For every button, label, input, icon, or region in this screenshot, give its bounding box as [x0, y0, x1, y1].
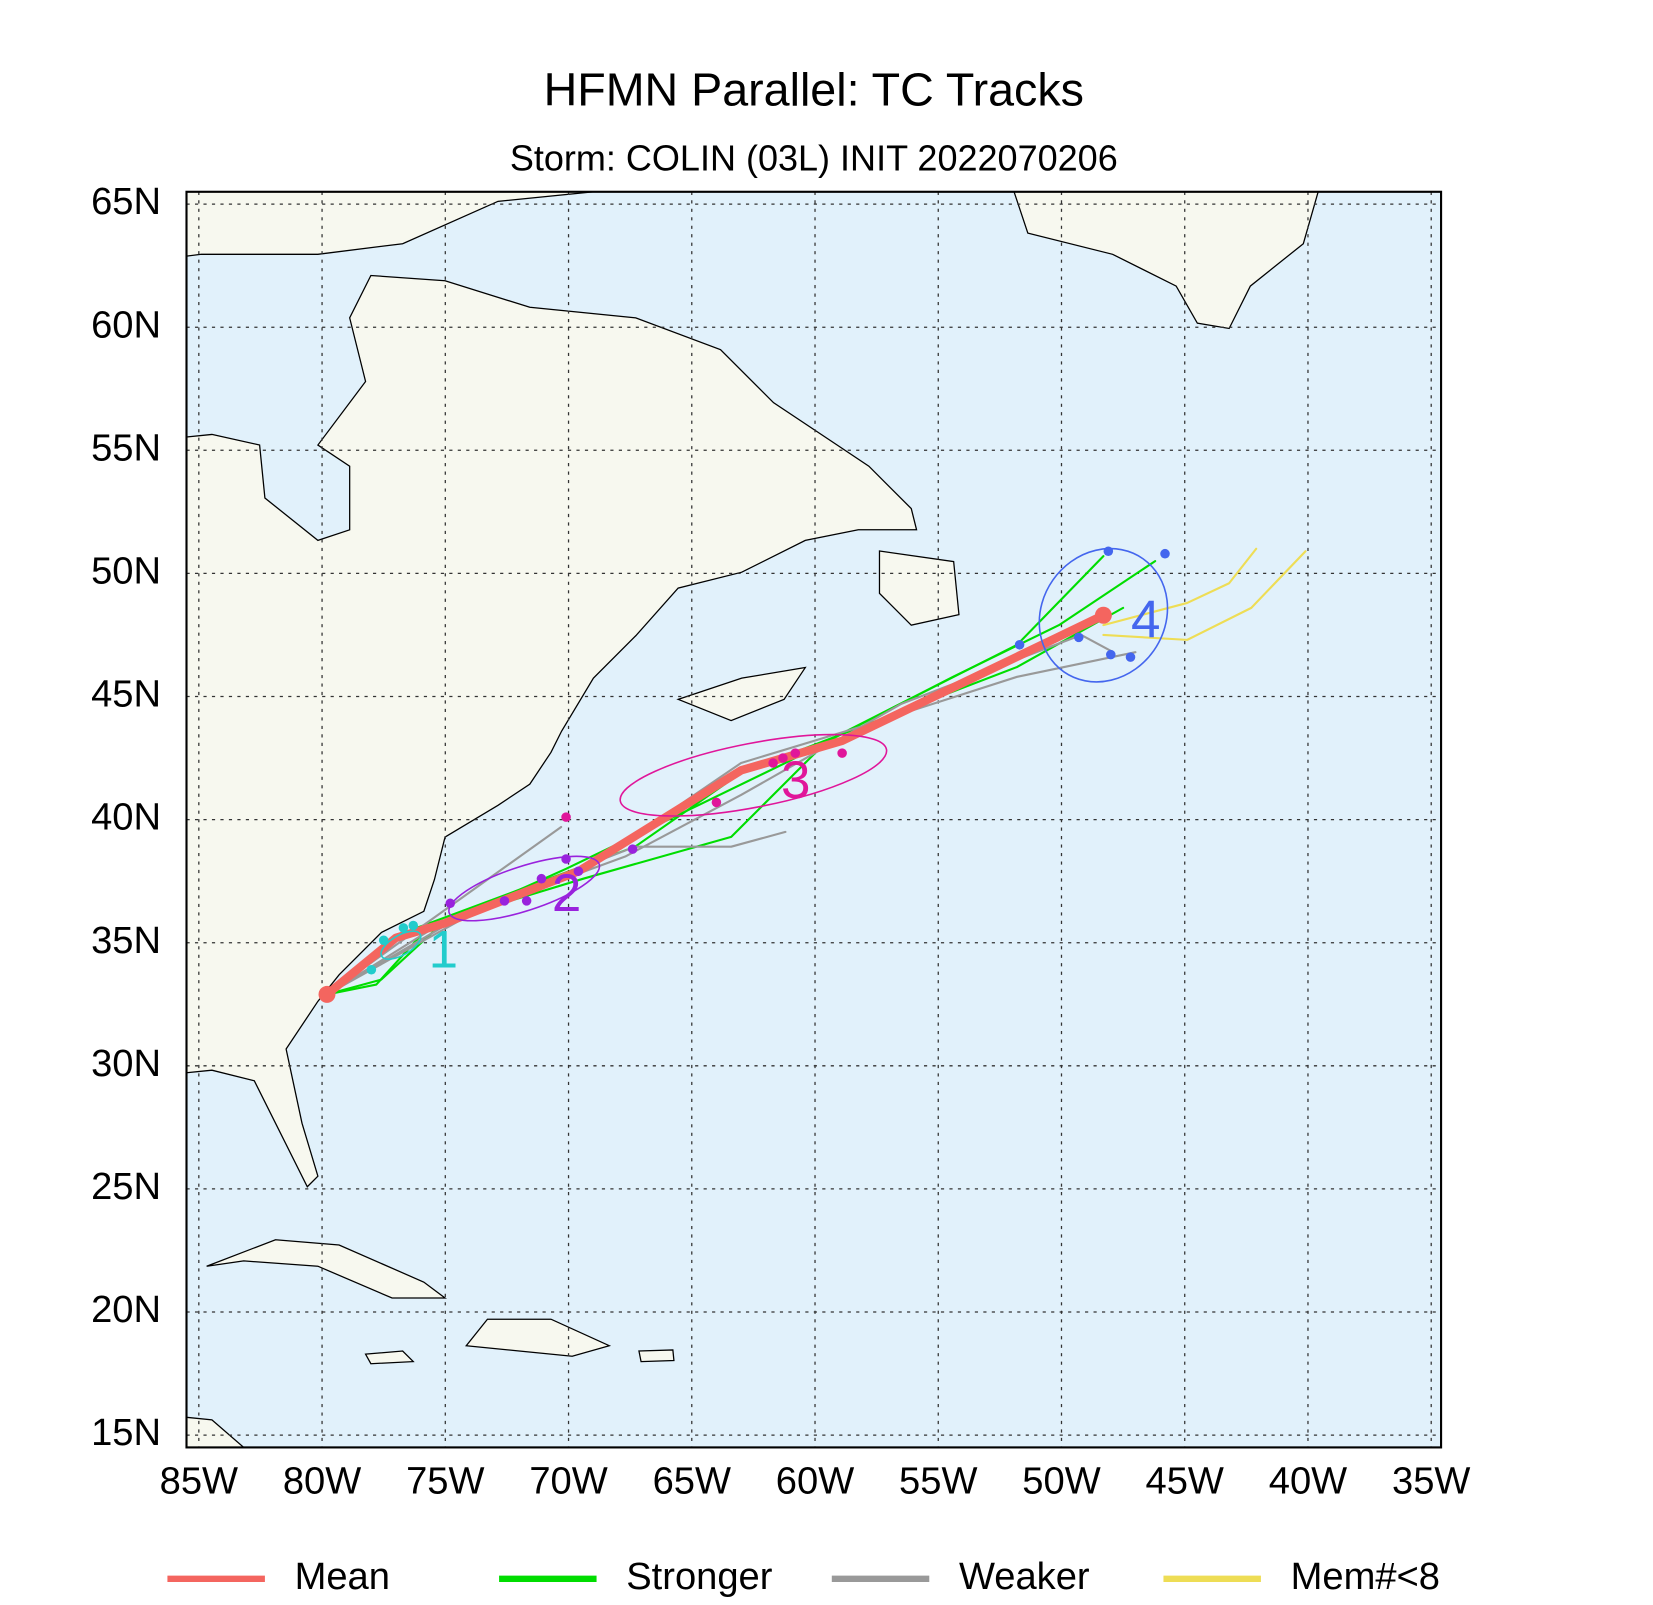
- x-tick-label: 50W: [1022, 1460, 1100, 1503]
- x-tick-label: 55W: [899, 1460, 977, 1503]
- y-tick-label: 30N: [91, 1042, 161, 1085]
- member-position: [561, 812, 571, 822]
- land-nova-scotia: [676, 666, 807, 722]
- member-position: [790, 748, 801, 758]
- chart-title: HFMN Parallel: TC Tracks: [544, 64, 1084, 116]
- land-puerto-rico: [638, 1349, 675, 1363]
- member-position: [1014, 640, 1025, 650]
- x-tick-label: 35W: [1392, 1460, 1470, 1503]
- legend-label: Mean: [295, 1555, 390, 1598]
- track-line: [325, 560, 1157, 996]
- y-tick-label: 45N: [91, 673, 161, 716]
- y-tick-label: 65N: [91, 180, 161, 223]
- x-tick-label: 65W: [653, 1460, 731, 1503]
- track-line: [1102, 547, 1258, 627]
- land-jamaica: [364, 1350, 415, 1365]
- member-position: [837, 748, 847, 758]
- x-tick-label: 40W: [1269, 1460, 1347, 1503]
- uncertainty-ellipse: [619, 733, 888, 817]
- member-position: [521, 896, 532, 906]
- member-position: [1125, 652, 1136, 662]
- land-north-america: [186, 274, 918, 1188]
- member-position: [398, 923, 409, 933]
- member-position: [1103, 546, 1114, 557]
- legend-label: Stronger: [626, 1555, 773, 1598]
- uncertainty-ellipse: [448, 855, 601, 922]
- forecast-day-label: 4: [1131, 591, 1160, 650]
- y-tick-label: 25N: [91, 1165, 161, 1208]
- member-position: [408, 920, 419, 931]
- land-south-america: [186, 1416, 245, 1448]
- member-position: [445, 898, 455, 909]
- member-position: [768, 758, 778, 768]
- x-tick-label: 85W: [160, 1460, 238, 1503]
- track-endpoint: [318, 985, 336, 1003]
- land-newfoundland: [878, 550, 960, 626]
- land-far-north: [186, 191, 595, 257]
- y-tick-label: 35N: [91, 919, 161, 962]
- track-line: [325, 555, 1105, 996]
- x-tick-label: 60W: [776, 1460, 854, 1503]
- x-tick-label: 75W: [406, 1460, 484, 1503]
- member-position: [561, 854, 571, 864]
- member-position: [778, 753, 788, 763]
- y-tick-label: 50N: [91, 549, 161, 592]
- forecast-day-label: 3: [781, 751, 810, 810]
- x-tick-label: 80W: [283, 1460, 361, 1503]
- land-hispaniola: [465, 1318, 612, 1357]
- member-position: [499, 896, 510, 906]
- member-position: [573, 866, 584, 877]
- member-position: [1106, 649, 1116, 660]
- track-endpoint: [1094, 606, 1112, 624]
- plot-frame: [185, 190, 1443, 1449]
- legend-label: Weaker: [959, 1555, 1090, 1598]
- y-tick-label: 20N: [91, 1288, 161, 1331]
- forecast-day-label: 1: [429, 921, 458, 980]
- track-line: [1102, 550, 1307, 641]
- uncertainty-ellipse: [380, 930, 422, 960]
- member-position: [711, 797, 722, 808]
- chart-subtitle: Storm: COLIN (03L) INIT 2022070206: [510, 138, 1118, 179]
- land-cuba: [206, 1239, 447, 1299]
- member-position: [627, 844, 638, 854]
- x-tick-label: 70W: [529, 1460, 607, 1503]
- y-tick-label: 60N: [91, 303, 161, 346]
- legend: Mean Stronger Weaker Mem#<8: [167, 1555, 1440, 1598]
- member-position: [1073, 632, 1084, 643]
- forecast-day-label: 2: [552, 864, 581, 923]
- member-position: [366, 965, 377, 975]
- member-position: [378, 935, 389, 946]
- y-tick-label: 15N: [91, 1411, 161, 1454]
- land-greenland: [1013, 191, 1319, 330]
- plot-layer: 1 2 3 4: [186, 191, 1442, 1448]
- uncertainty-ellipse: [1038, 547, 1169, 683]
- y-tick-label: 40N: [91, 796, 161, 839]
- legend-label: Mem#<8: [1291, 1555, 1440, 1598]
- member-position: [536, 873, 547, 884]
- x-tick-label: 45W: [1146, 1460, 1224, 1503]
- y-tick-label: 55N: [91, 426, 161, 469]
- member-position: [1160, 548, 1170, 559]
- map-area: 1 2 3 4: [186, 191, 1442, 1448]
